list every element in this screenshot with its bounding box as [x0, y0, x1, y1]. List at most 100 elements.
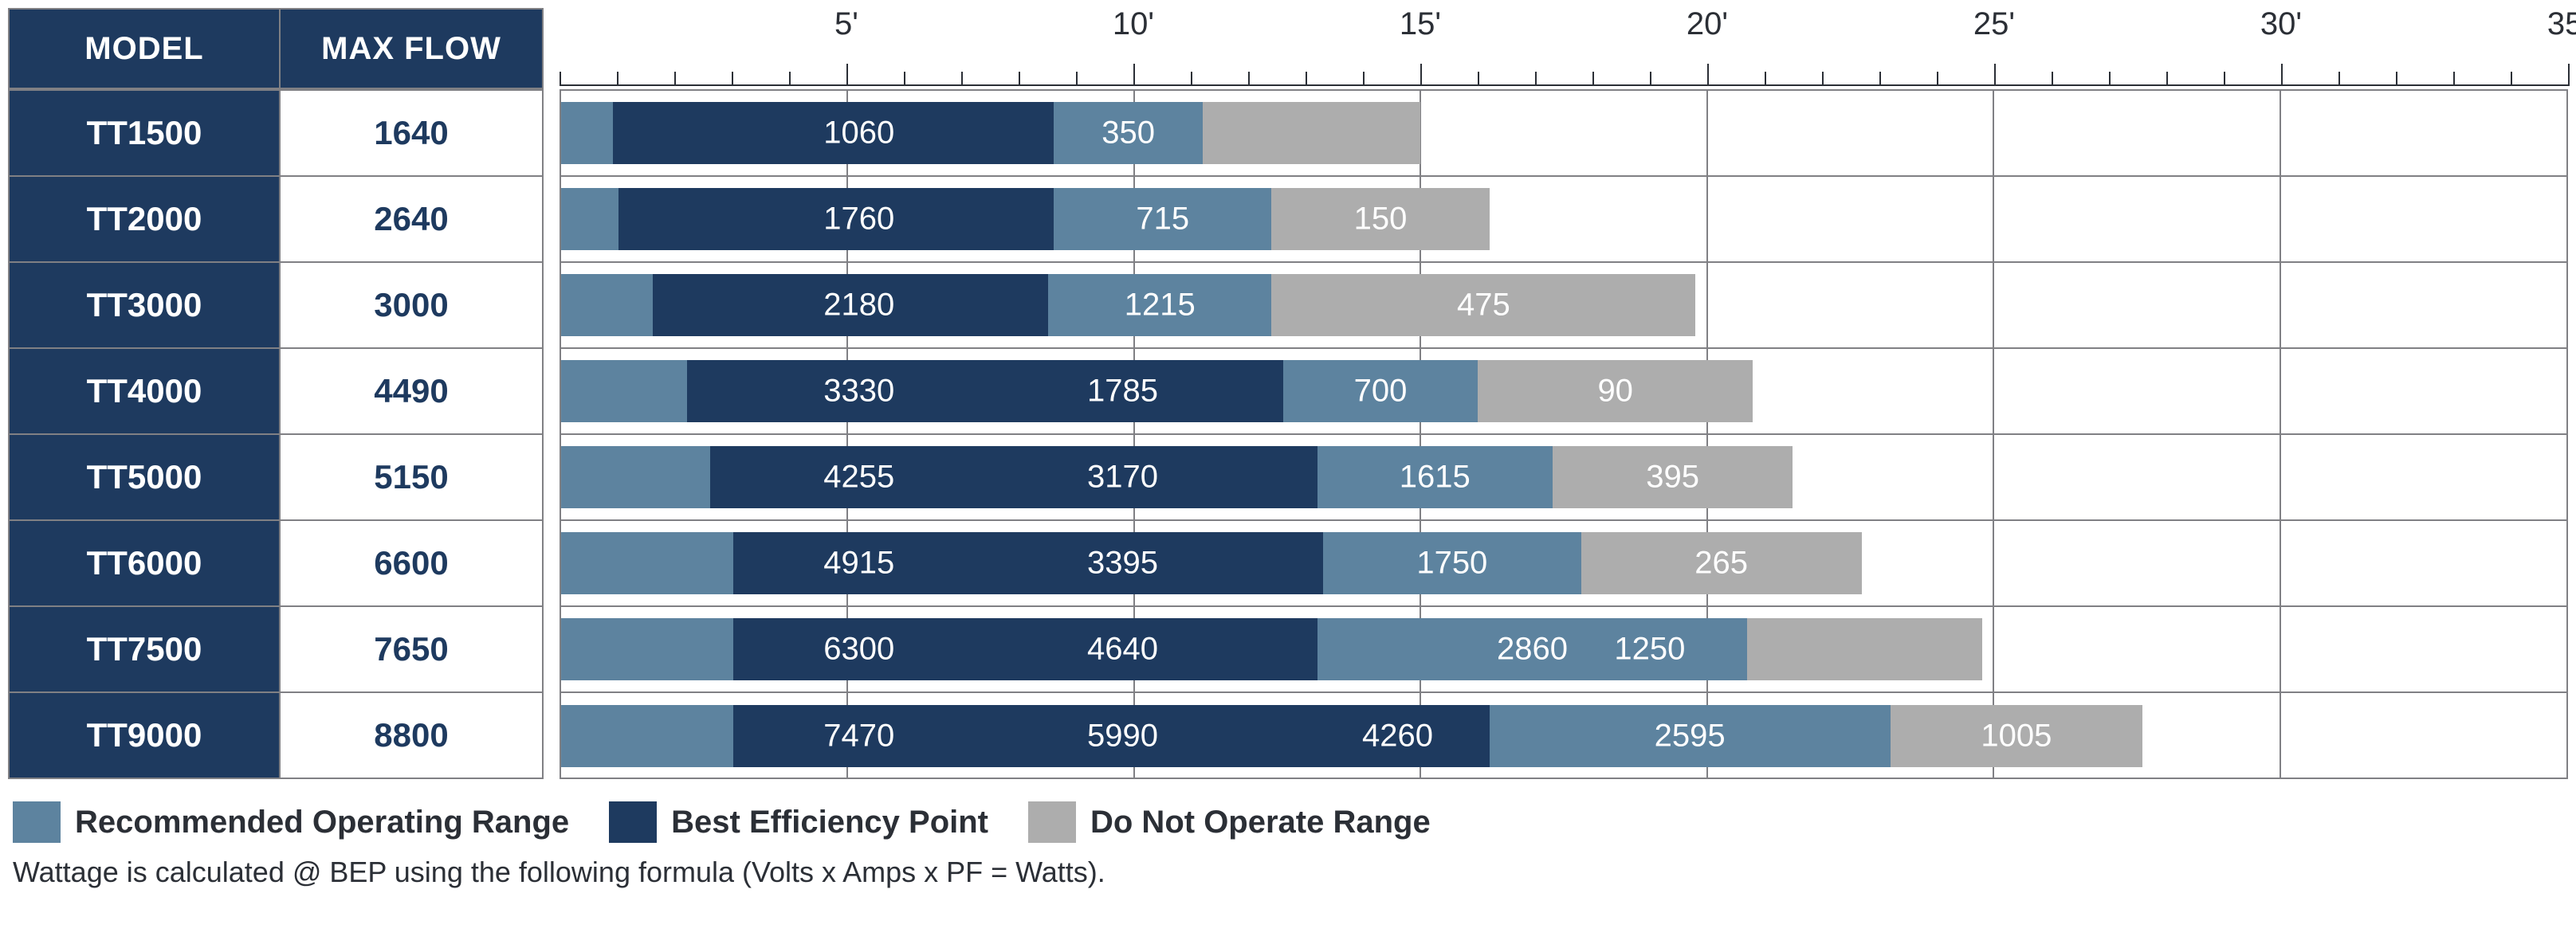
pump-chart: MODEL MAX FLOW 5'10'15'20'25'30'35' TT15…	[8, 8, 2568, 897]
bar-segment-recommended	[561, 532, 733, 594]
bar	[561, 532, 1862, 594]
bar-value-label: 2860	[1497, 632, 1568, 668]
maxflow-cell: 4490	[281, 349, 544, 435]
legend-dno: Do Not Operate Range	[1028, 801, 1431, 843]
bar-segment-bep	[733, 618, 1317, 680]
axis-tick-minor	[961, 72, 963, 86]
bar-value-label: 90	[1597, 374, 1633, 409]
chart-row: 1060 350	[561, 91, 2566, 177]
axis-tick-minor	[674, 72, 676, 86]
bar-value-label: 3170	[1087, 460, 1158, 496]
maxflow-cell: 2640	[281, 177, 544, 263]
bar-segment-recommended	[561, 102, 613, 164]
axis-tick-minor	[2511, 72, 2512, 86]
axis-label: 15'	[1400, 6, 1441, 42]
axis-tick-major	[1707, 64, 1709, 86]
axis-tick-minor	[1879, 72, 1881, 86]
bar-segment-recommended	[561, 618, 733, 680]
bar-segment-bep	[687, 360, 1283, 422]
axis-tick-minor	[2052, 72, 2053, 86]
model-cell: TT4000	[10, 349, 281, 435]
bar-value-label: 4640	[1087, 632, 1158, 668]
bar-segment-recommended	[561, 188, 618, 250]
axis-tick-minor	[2109, 72, 2111, 86]
legend: Recommended Operating Range Best Efficie…	[8, 779, 2568, 851]
bar-segment-bep	[733, 532, 1323, 594]
maxflow-cell: 5150	[281, 435, 544, 521]
bar-value-label: 1250	[1614, 632, 1685, 668]
header-maxflow: MAX FLOW	[281, 10, 544, 89]
axis-tick-minor	[1937, 72, 1938, 86]
bar-value-label: 395	[1646, 460, 1699, 496]
bar	[561, 102, 1420, 164]
bar	[561, 446, 1793, 508]
bar-segment-recommended	[561, 446, 710, 508]
axis-tick-minor	[617, 72, 618, 86]
footnote: Wattage is calculated @ BEP using the fo…	[8, 851, 2568, 897]
bar-value-label: 3330	[823, 374, 894, 409]
bar-value-label: 1060	[823, 116, 894, 151]
axis-tick-minor	[1363, 72, 1365, 86]
chart-row: 2180 1215 475	[561, 263, 2566, 349]
maxflow-cell: 8800	[281, 693, 544, 779]
axis-tick-minor	[1650, 72, 1651, 86]
bar-segment-dno	[1747, 618, 1982, 680]
model-cell: TT7500	[10, 607, 281, 693]
legend-recommended: Recommended Operating Range	[13, 801, 569, 843]
maxflow-cell: 6600	[281, 521, 544, 607]
model-table: TT15001640TT20002640TT30003000TT40004490…	[8, 89, 544, 779]
chart-row: 1760715150	[561, 177, 2566, 263]
chart-row: 6300 2860 4640 1250	[561, 607, 2566, 693]
bar-value-label: 2595	[1655, 719, 1726, 754]
bar-value-label: 350	[1101, 116, 1155, 151]
axis-tick-minor	[1076, 72, 1078, 86]
chart-row: 425516153953170	[561, 435, 2566, 521]
axis-tick-major	[1133, 64, 1135, 86]
axis-tick-minor	[904, 72, 905, 86]
axis-label: 20'	[1687, 6, 1728, 42]
axis-tick-major	[846, 64, 848, 86]
axis-tick-major	[2281, 64, 2283, 86]
axis-tick-minor	[789, 72, 791, 86]
model-cell: TT5000	[10, 435, 281, 521]
bar	[561, 188, 1490, 250]
bar-value-label: 6300	[823, 632, 894, 668]
bar-value-label: 150	[1354, 202, 1408, 237]
chart-row: 491517502653395	[561, 521, 2566, 607]
axis-tick-major	[1420, 64, 1422, 86]
axis-tick-major	[1994, 64, 1996, 86]
bar-segment-recommended	[561, 274, 653, 336]
model-cell: TT1500	[10, 91, 281, 177]
bar-segment-recommended	[561, 705, 733, 767]
model-cell: TT6000	[10, 521, 281, 607]
chart-row: 74702595100559904260	[561, 693, 2566, 779]
bar-value-label: 4260	[1362, 719, 1433, 754]
model-cell: TT3000	[10, 263, 281, 349]
bar-value-label: 5990	[1087, 719, 1158, 754]
bar-value-label: 700	[1354, 374, 1408, 409]
axis-tick-minor	[732, 72, 733, 86]
bar-value-label: 475	[1457, 288, 1510, 323]
legend-recommended-label: Recommended Operating Range	[75, 805, 569, 840]
model-cell: TT9000	[10, 693, 281, 779]
axis-tick-minor	[2396, 72, 2397, 86]
bar-value-label: 715	[1136, 202, 1189, 237]
chart-axis: 5'10'15'20'25'30'35'	[560, 8, 2568, 88]
axis-tick-minor	[2453, 72, 2455, 86]
bar-value-label: 2180	[823, 288, 894, 323]
bar-value-label: 265	[1694, 546, 1748, 582]
axis-tick-major	[2568, 64, 2570, 86]
bar-value-label: 1785	[1087, 374, 1158, 409]
axis-tick-minor	[1191, 72, 1192, 86]
bar-value-label: 1215	[1125, 288, 1196, 323]
bar	[561, 618, 1982, 680]
axis-label: 25'	[1973, 6, 2015, 42]
bar-segment-recommended	[561, 360, 687, 422]
bar-value-label: 1750	[1416, 546, 1487, 582]
legend-bep-label: Best Efficiency Point	[671, 805, 988, 840]
model-cell: TT2000	[10, 177, 281, 263]
axis-tick-minor	[2166, 72, 2168, 86]
bar-value-label: 1005	[1981, 719, 2052, 754]
axis-label: 10'	[1113, 6, 1154, 42]
axis-tick-minor	[1478, 72, 1479, 86]
